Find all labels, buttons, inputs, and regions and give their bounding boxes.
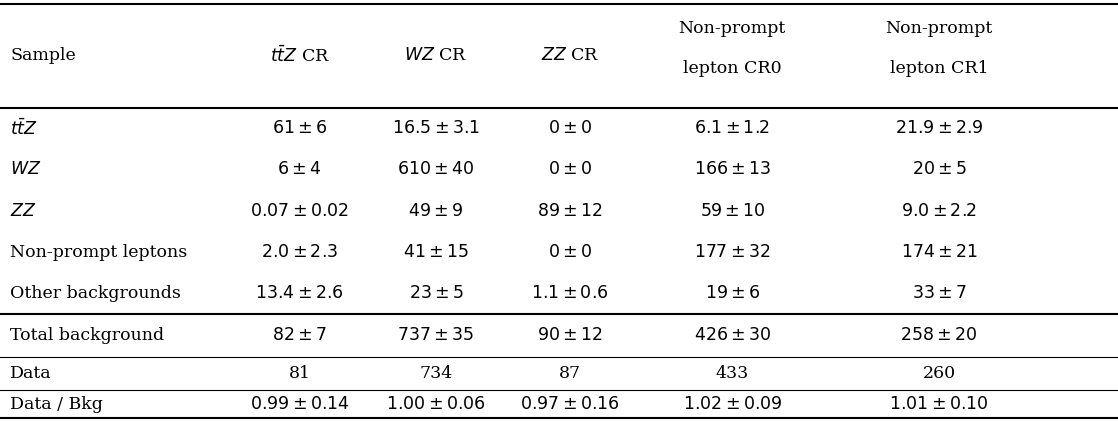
- Text: $20 \pm 5$: $20 \pm 5$: [911, 161, 967, 178]
- Text: 260: 260: [922, 365, 956, 382]
- Text: $61 \pm 6$: $61 \pm 6$: [272, 120, 328, 137]
- Text: $49 \pm 9$: $49 \pm 9$: [408, 203, 464, 219]
- Text: lepton CR1: lepton CR1: [890, 60, 988, 77]
- Text: $0.97 \pm 0.16$: $0.97 \pm 0.16$: [520, 395, 620, 413]
- Text: Other backgrounds: Other backgrounds: [10, 285, 181, 302]
- Text: $t\bar{t}Z$ CR: $t\bar{t}Z$ CR: [269, 46, 330, 66]
- Text: $0 \pm 0$: $0 \pm 0$: [548, 244, 593, 261]
- Text: 87: 87: [559, 365, 581, 382]
- Text: $0.07 \pm 0.02$: $0.07 \pm 0.02$: [250, 203, 349, 219]
- Text: $16.5 \pm 3.1$: $16.5 \pm 3.1$: [392, 120, 480, 137]
- Text: $0 \pm 0$: $0 \pm 0$: [548, 161, 593, 178]
- Text: $6.1 \pm 1.2$: $6.1 \pm 1.2$: [694, 120, 770, 137]
- Text: Non-prompt leptons: Non-prompt leptons: [10, 244, 188, 261]
- Text: $41 \pm 15$: $41 \pm 15$: [402, 244, 470, 261]
- Text: $21.9 \pm 2.9$: $21.9 \pm 2.9$: [894, 120, 984, 137]
- Text: 734: 734: [419, 365, 453, 382]
- Text: $1.00 \pm 0.06$: $1.00 \pm 0.06$: [386, 395, 486, 413]
- Text: $258 \pm 20$: $258 \pm 20$: [900, 327, 978, 344]
- Text: $33 \pm 7$: $33 \pm 7$: [911, 285, 967, 302]
- Text: $610 \pm 40$: $610 \pm 40$: [397, 161, 475, 178]
- Text: $166 \pm 13$: $166 \pm 13$: [693, 161, 771, 178]
- Text: Total background: Total background: [10, 327, 164, 344]
- Text: $ZZ$ CR: $ZZ$ CR: [541, 47, 599, 65]
- Text: 433: 433: [716, 365, 749, 382]
- Text: $0 \pm 0$: $0 \pm 0$: [548, 120, 593, 137]
- Text: $WZ$: $WZ$: [10, 161, 41, 178]
- Text: $59 \pm 10$: $59 \pm 10$: [700, 203, 765, 219]
- Text: $174 \pm 21$: $174 \pm 21$: [901, 244, 977, 261]
- Text: 81: 81: [288, 365, 311, 382]
- Text: $1.01 \pm 0.10$: $1.01 \pm 0.10$: [889, 395, 989, 413]
- Text: $t\bar{t}Z$: $t\bar{t}Z$: [10, 118, 38, 138]
- Text: $1.02 \pm 0.09$: $1.02 \pm 0.09$: [682, 395, 783, 413]
- Text: $19 \pm 6$: $19 \pm 6$: [704, 285, 760, 302]
- Text: $1.1 \pm 0.6$: $1.1 \pm 0.6$: [531, 285, 609, 302]
- Text: $737 \pm 35$: $737 \pm 35$: [398, 327, 474, 344]
- Text: $WZ$ CR: $WZ$ CR: [405, 47, 467, 65]
- Text: lepton CR0: lepton CR0: [683, 60, 781, 77]
- Text: Data: Data: [10, 365, 51, 382]
- Text: $177 \pm 32$: $177 \pm 32$: [694, 244, 770, 261]
- Text: Non-prompt: Non-prompt: [885, 20, 993, 37]
- Text: $426 \pm 30$: $426 \pm 30$: [693, 327, 771, 344]
- Text: $ZZ$: $ZZ$: [10, 203, 37, 219]
- Text: $23 \pm 5$: $23 \pm 5$: [408, 285, 464, 302]
- Text: $0.99 \pm 0.14$: $0.99 \pm 0.14$: [249, 395, 350, 413]
- Text: $13.4 \pm 2.6$: $13.4 \pm 2.6$: [255, 285, 344, 302]
- Text: $82 \pm 7$: $82 \pm 7$: [272, 327, 328, 344]
- Text: $90 \pm 12$: $90 \pm 12$: [538, 327, 603, 344]
- Text: $9.0 \pm 2.2$: $9.0 \pm 2.2$: [901, 203, 977, 219]
- Text: Data / Bkg: Data / Bkg: [10, 395, 103, 413]
- Text: Sample: Sample: [10, 47, 76, 65]
- Text: Non-prompt: Non-prompt: [679, 20, 786, 37]
- Text: $2.0 \pm 2.3$: $2.0 \pm 2.3$: [260, 244, 339, 261]
- Text: $89 \pm 12$: $89 \pm 12$: [538, 203, 603, 219]
- Text: $6 \pm 4$: $6 \pm 4$: [277, 161, 322, 178]
